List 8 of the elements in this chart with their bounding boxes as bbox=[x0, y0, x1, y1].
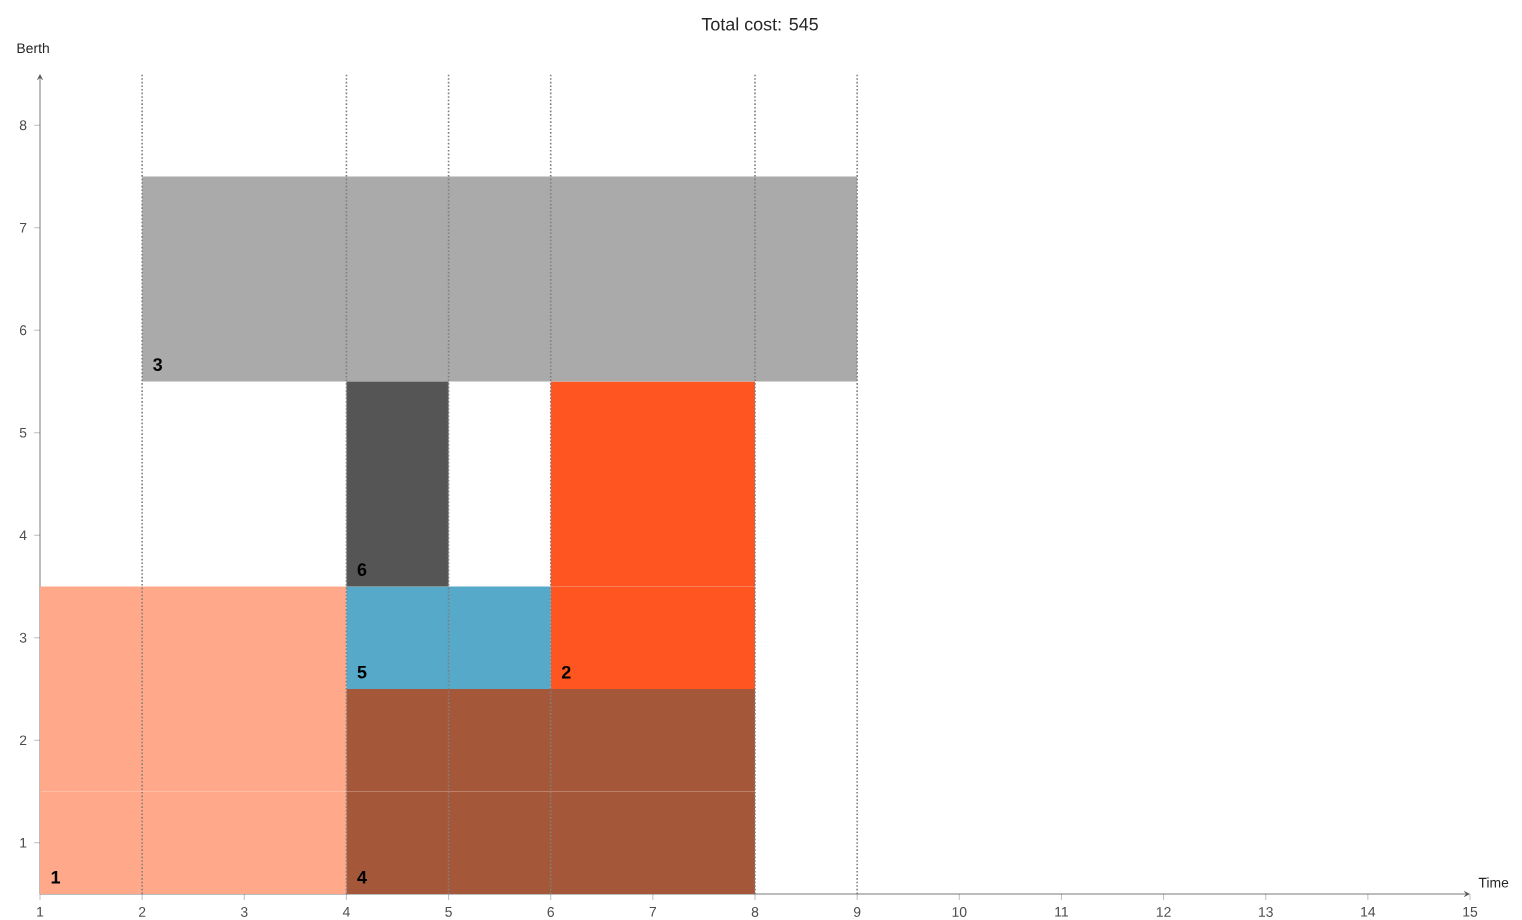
bar bbox=[346, 586, 551, 689]
series-label: 4 bbox=[357, 871, 367, 884]
series-label: 1 bbox=[51, 871, 61, 884]
series-label: 3 bbox=[153, 358, 163, 371]
series-label: 5 bbox=[357, 665, 367, 679]
chart-title: Total cost: 545 bbox=[701, 17, 818, 31]
series-label: 2 bbox=[561, 665, 571, 679]
series-label: 6 bbox=[357, 563, 367, 576]
